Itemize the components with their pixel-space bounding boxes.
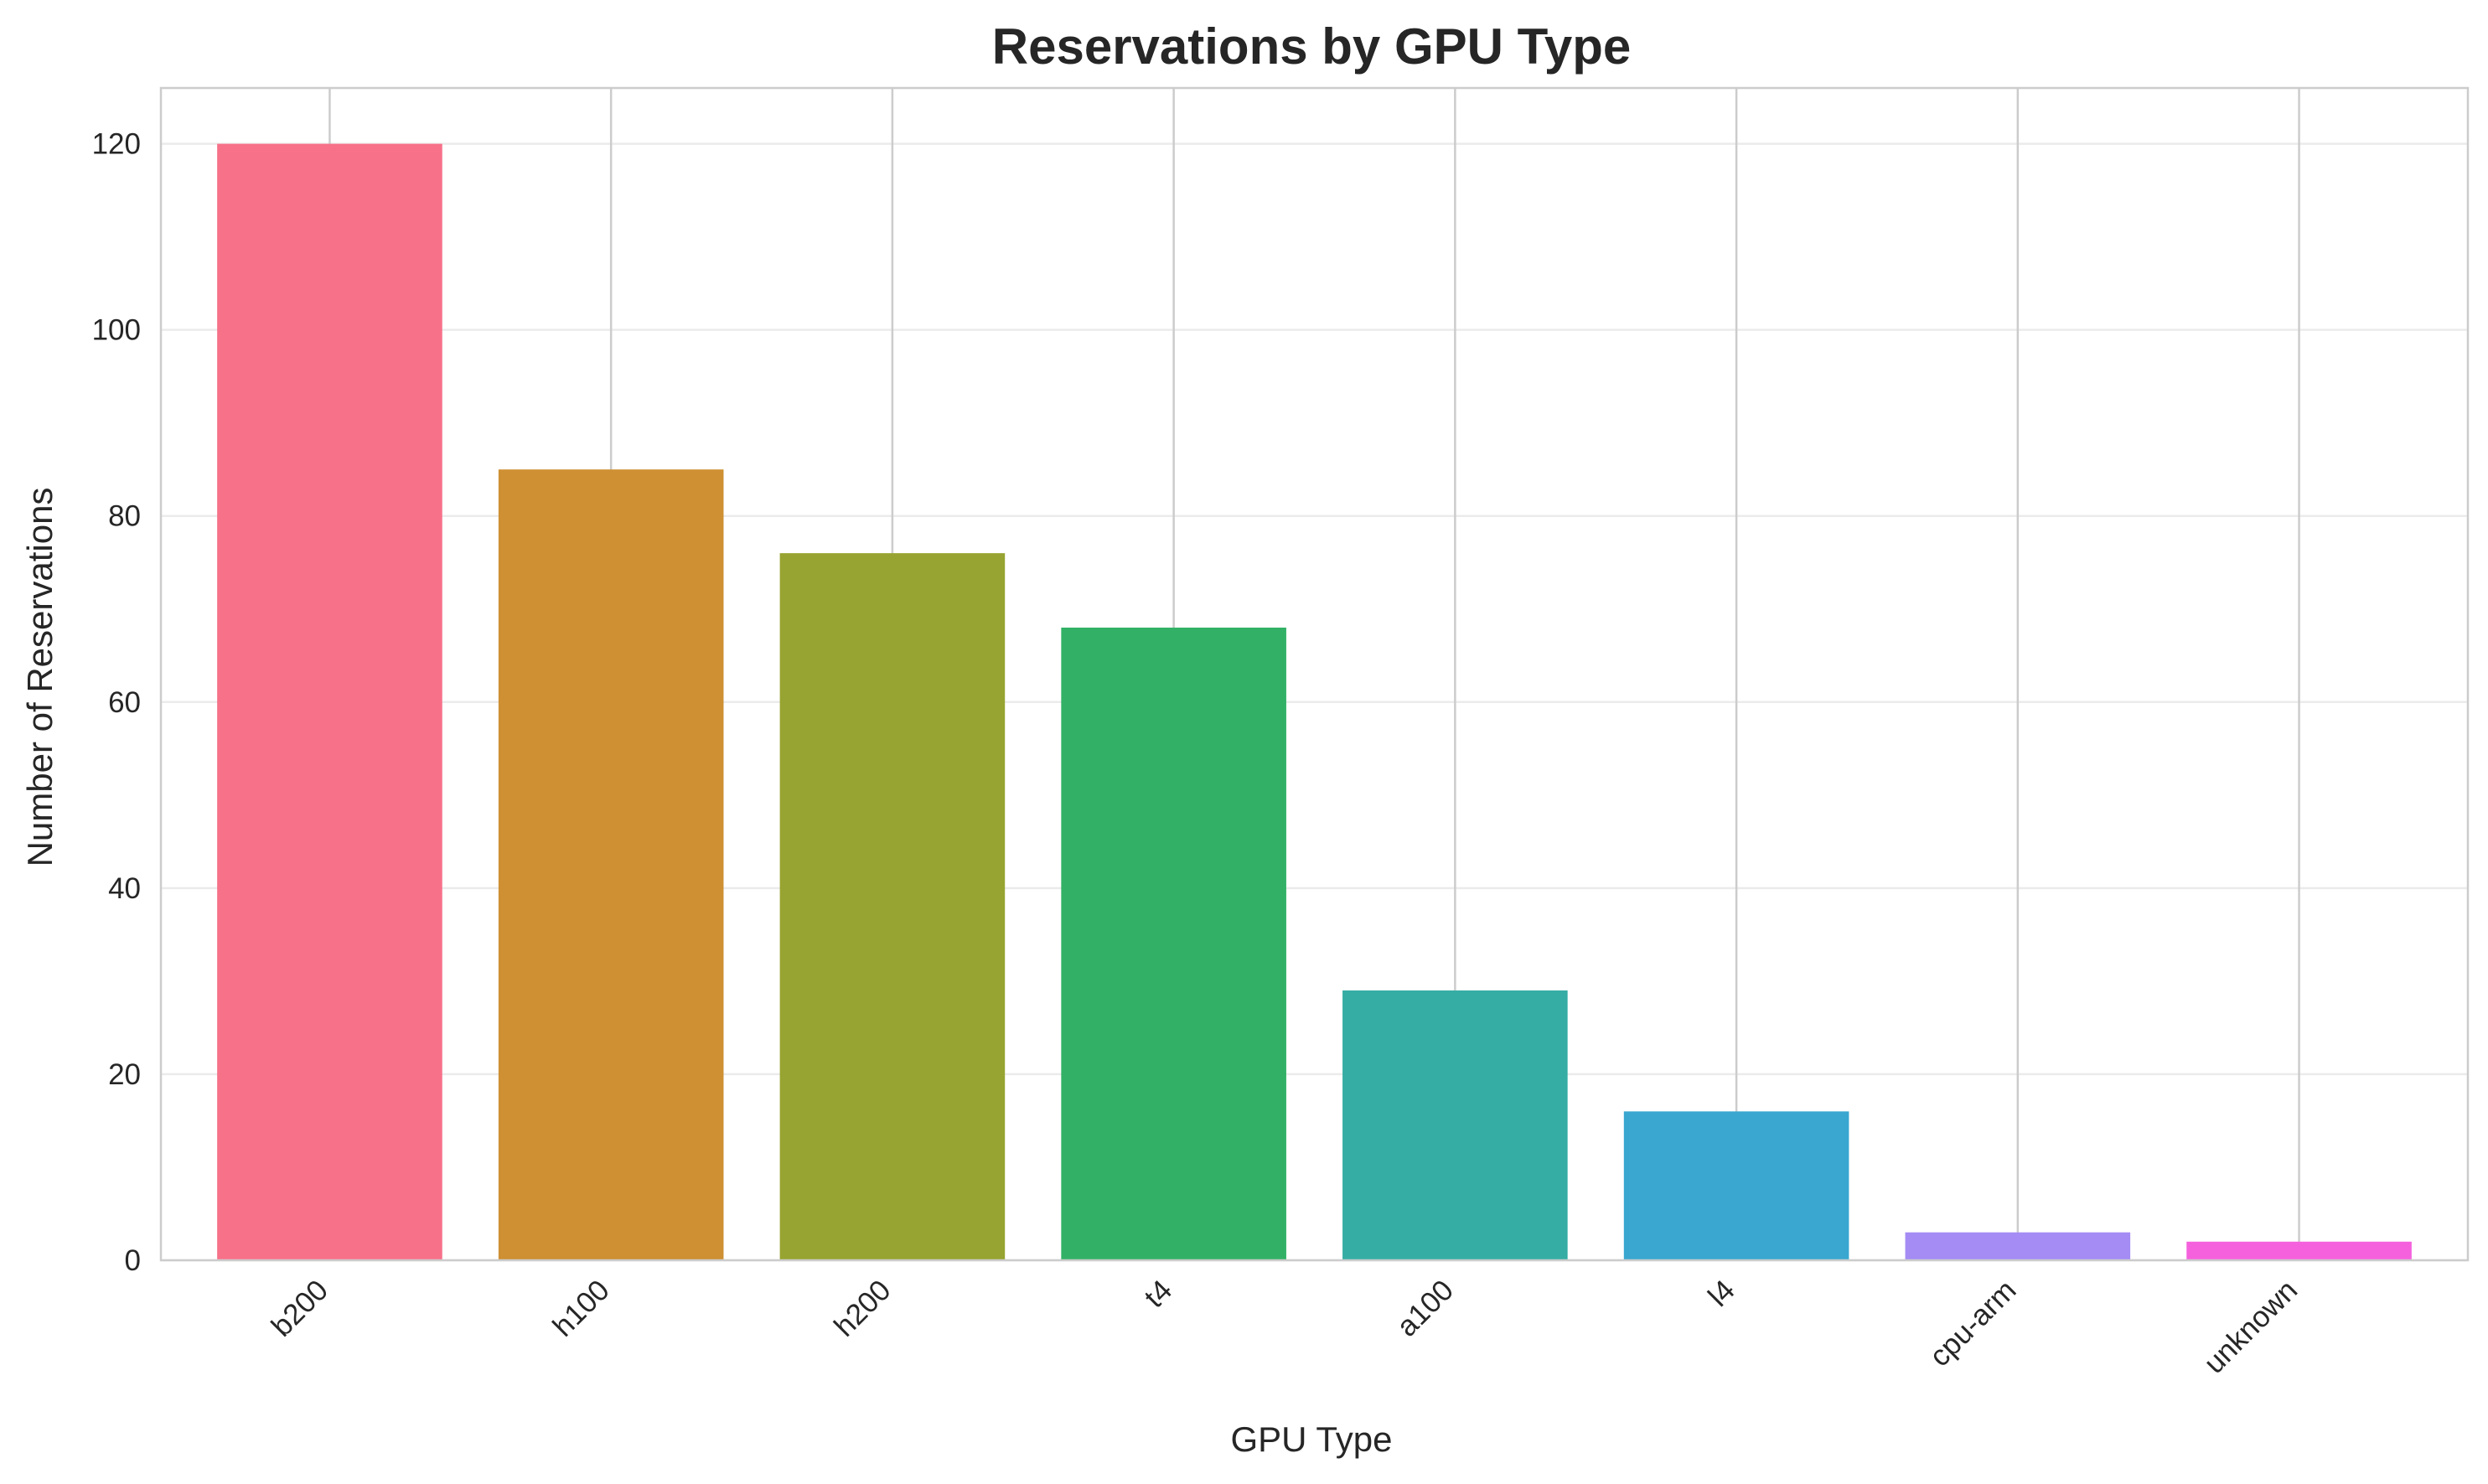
y-tick-label: 100 [92, 314, 141, 347]
plot-frame [159, 86, 2470, 1262]
y-tick-label: 40 [108, 872, 141, 905]
bar-h200 [779, 553, 1006, 1260]
plot-border [159, 86, 2470, 1262]
bar-unknown [2186, 1241, 2412, 1260]
y-tick-label: 20 [108, 1058, 141, 1091]
y-tick-label: 120 [92, 128, 141, 161]
bars [217, 143, 2412, 1261]
y-axis-ticks: 0 20 40 60 80 100 120 [92, 128, 141, 1277]
x-axis-label: GPU Type [1231, 1419, 1393, 1459]
y-tick-label: 0 [125, 1244, 141, 1277]
y-tick-label: 60 [108, 686, 141, 719]
bar-t4 [1061, 627, 1286, 1260]
y-tick-label: 80 [108, 500, 141, 533]
y-axis-label: Number of Reservations [20, 488, 59, 867]
bar-cpu-arm [1905, 1232, 2131, 1260]
chart-title: Reservations by GPU Type [992, 18, 1631, 75]
bar-b200 [217, 143, 442, 1261]
bar-l4 [1623, 1111, 1849, 1260]
bar-h100 [498, 469, 724, 1260]
bar-a100 [1342, 990, 1568, 1260]
